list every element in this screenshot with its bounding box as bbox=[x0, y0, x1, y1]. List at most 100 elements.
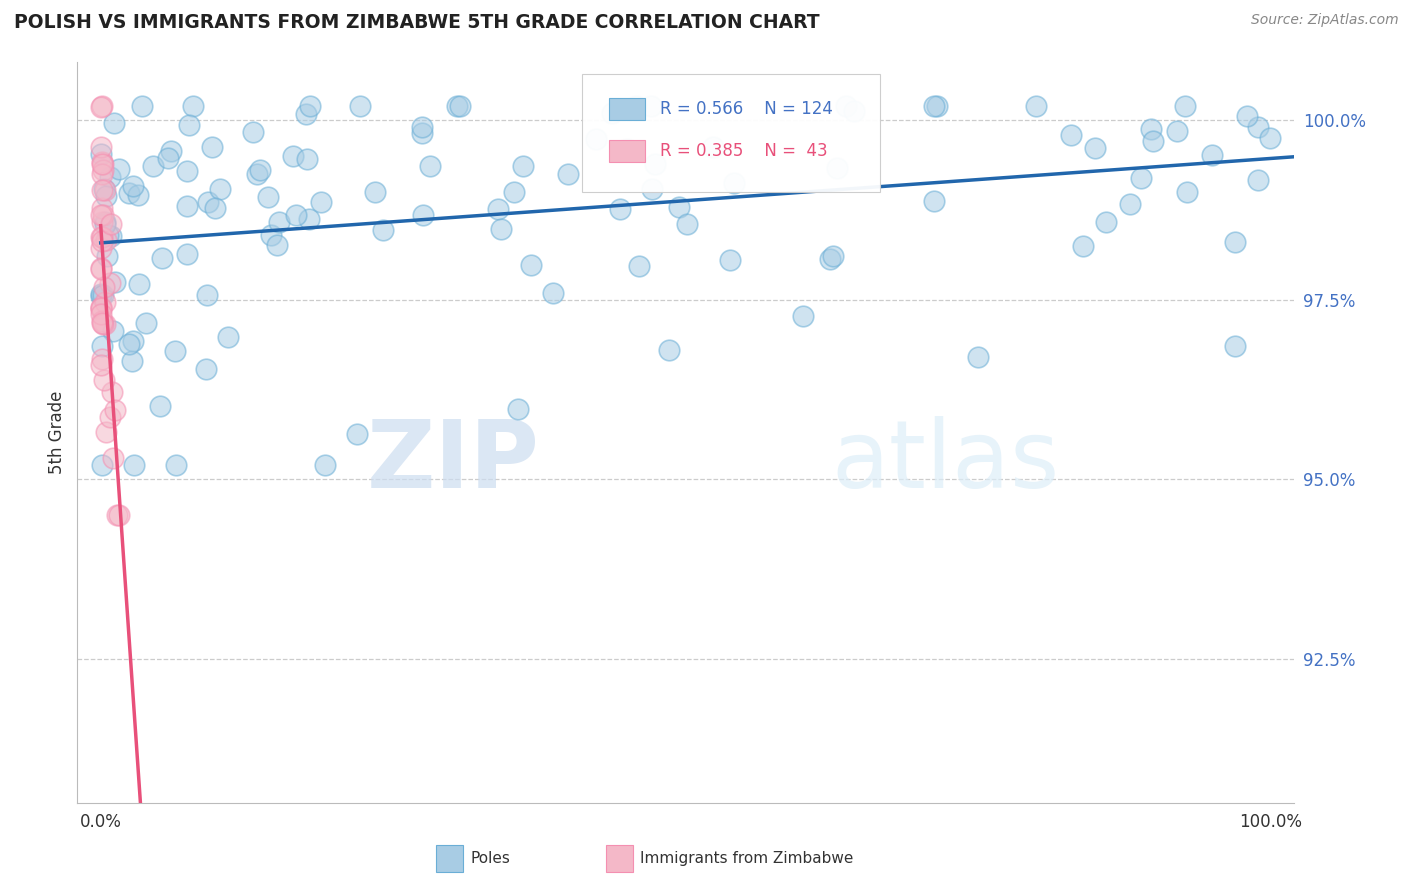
Point bbox=[91, 157, 114, 171]
Point bbox=[101, 324, 124, 338]
Point bbox=[159, 145, 181, 159]
Point bbox=[449, 98, 471, 112]
Point bbox=[627, 259, 650, 273]
Point bbox=[135, 316, 157, 330]
Point bbox=[93, 215, 115, 229]
Point bbox=[177, 119, 200, 133]
Point bbox=[103, 451, 125, 466]
Point bbox=[90, 215, 112, 229]
Point bbox=[616, 142, 638, 156]
Point bbox=[100, 229, 122, 244]
Point bbox=[249, 163, 271, 178]
Point bbox=[285, 208, 308, 222]
Point bbox=[609, 202, 631, 216]
Point bbox=[181, 98, 204, 112]
Point bbox=[90, 287, 112, 301]
Point bbox=[103, 116, 125, 130]
Point bbox=[266, 238, 288, 252]
Text: Poles: Poles bbox=[470, 851, 510, 866]
Point bbox=[1084, 141, 1107, 155]
Point bbox=[197, 195, 219, 210]
Point bbox=[90, 261, 112, 276]
Point bbox=[297, 152, 319, 166]
FancyBboxPatch shape bbox=[606, 845, 633, 871]
Point bbox=[349, 98, 371, 112]
Point bbox=[91, 288, 114, 302]
Point bbox=[91, 317, 114, 331]
Point bbox=[217, 330, 239, 344]
Point bbox=[411, 126, 433, 140]
Point bbox=[90, 208, 112, 222]
Point bbox=[121, 334, 143, 348]
Point bbox=[1247, 120, 1270, 134]
Point bbox=[520, 259, 543, 273]
Point bbox=[90, 301, 112, 315]
Point bbox=[93, 280, 115, 294]
Point bbox=[1139, 122, 1161, 136]
Point bbox=[94, 294, 117, 309]
Point bbox=[93, 318, 115, 332]
Point bbox=[585, 132, 607, 146]
Point bbox=[299, 98, 322, 112]
Point bbox=[1060, 128, 1083, 143]
Point bbox=[142, 159, 165, 173]
Point bbox=[91, 201, 114, 215]
Point bbox=[966, 350, 988, 364]
Point bbox=[118, 336, 141, 351]
Point bbox=[90, 99, 112, 113]
Point bbox=[101, 385, 124, 400]
Point bbox=[242, 125, 264, 139]
Point bbox=[100, 217, 122, 231]
Point bbox=[91, 458, 114, 472]
Point bbox=[91, 167, 114, 181]
Point bbox=[827, 161, 849, 175]
Point bbox=[283, 148, 305, 162]
FancyBboxPatch shape bbox=[436, 845, 463, 871]
Point bbox=[100, 409, 122, 424]
Point bbox=[194, 361, 217, 376]
Point bbox=[314, 458, 336, 472]
Point bbox=[90, 229, 112, 244]
Text: R = 0.385    N =  43: R = 0.385 N = 43 bbox=[659, 143, 828, 161]
Point bbox=[1247, 173, 1270, 187]
Point bbox=[844, 104, 866, 119]
Point bbox=[295, 107, 318, 121]
Text: Immigrants from Zimbabwe: Immigrants from Zimbabwe bbox=[640, 851, 853, 866]
Point bbox=[640, 98, 662, 112]
Point bbox=[600, 106, 623, 120]
Point bbox=[127, 188, 149, 202]
Y-axis label: 5th Grade: 5th Grade bbox=[48, 391, 66, 475]
Point bbox=[91, 154, 114, 169]
Point bbox=[91, 162, 114, 177]
Point bbox=[412, 208, 434, 222]
FancyBboxPatch shape bbox=[582, 73, 880, 192]
Point bbox=[90, 98, 112, 112]
Point bbox=[91, 313, 114, 327]
Point bbox=[176, 199, 198, 213]
Point bbox=[128, 277, 150, 292]
Point bbox=[90, 260, 112, 275]
Point bbox=[108, 162, 131, 177]
Point bbox=[149, 399, 172, 413]
Text: ZIP: ZIP bbox=[367, 417, 540, 508]
Point bbox=[91, 352, 114, 367]
Point bbox=[512, 159, 534, 173]
Text: R = 0.566    N = 124: R = 0.566 N = 124 bbox=[659, 100, 832, 118]
Point bbox=[131, 98, 153, 112]
Point bbox=[96, 233, 118, 247]
Point bbox=[93, 182, 115, 196]
Point bbox=[626, 98, 648, 112]
Point bbox=[176, 247, 198, 261]
Text: POLISH VS IMMIGRANTS FROM ZIMBABWE 5TH GRADE CORRELATION CHART: POLISH VS IMMIGRANTS FROM ZIMBABWE 5TH G… bbox=[14, 13, 820, 32]
Point bbox=[93, 217, 115, 231]
Point bbox=[1142, 134, 1164, 148]
Point bbox=[1223, 339, 1246, 353]
Point bbox=[1175, 186, 1198, 200]
Point bbox=[103, 403, 125, 417]
Point bbox=[90, 307, 112, 321]
Point bbox=[718, 252, 741, 267]
Point bbox=[90, 302, 112, 317]
Text: atlas: atlas bbox=[831, 417, 1060, 508]
Point bbox=[1025, 98, 1047, 112]
Point bbox=[792, 309, 814, 323]
